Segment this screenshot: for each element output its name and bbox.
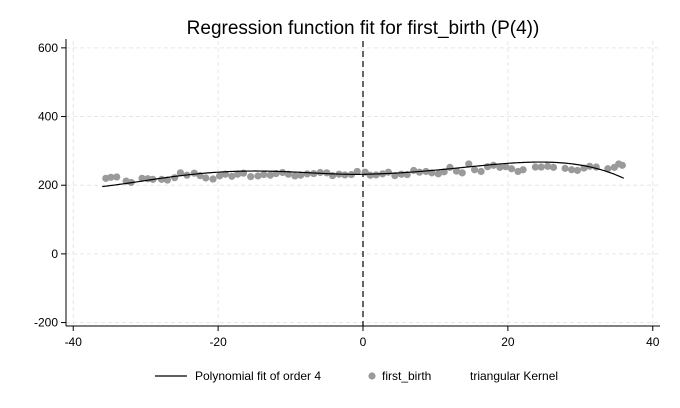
y-tick-label: 600 bbox=[38, 41, 58, 55]
scatter-point bbox=[353, 167, 361, 176]
x-tick-label: -40 bbox=[65, 335, 83, 349]
scatter-point bbox=[278, 168, 287, 177]
scatter-point bbox=[107, 173, 115, 181]
legend-marker-swatch bbox=[368, 372, 376, 380]
scatter-point bbox=[544, 162, 552, 170]
scatter-point bbox=[452, 167, 461, 175]
y-tick-label: 200 bbox=[38, 178, 58, 192]
scatter-point bbox=[434, 170, 442, 178]
scatter-point bbox=[496, 163, 504, 171]
scatter-point bbox=[502, 163, 510, 171]
y-tick-label: -200 bbox=[34, 316, 58, 330]
scatter-point bbox=[470, 166, 479, 174]
scatter-point bbox=[171, 174, 179, 182]
scatter-point bbox=[573, 166, 582, 175]
x-tick-label: -20 bbox=[209, 335, 227, 349]
scatter-point bbox=[458, 169, 466, 177]
scatter-point bbox=[291, 172, 299, 180]
scatter-point bbox=[366, 171, 374, 179]
scatter-point bbox=[215, 172, 224, 180]
y-tick-label: 0 bbox=[51, 247, 58, 261]
scatter-point bbox=[254, 172, 262, 180]
scatter-point bbox=[507, 165, 516, 173]
fit-curve-segment bbox=[102, 170, 364, 188]
scatter-point bbox=[163, 176, 172, 184]
scatter-point bbox=[604, 165, 612, 173]
scatter-point bbox=[372, 171, 380, 179]
scatter-point bbox=[549, 163, 558, 171]
scatter-point bbox=[113, 173, 121, 181]
x-tick-label: 20 bbox=[501, 335, 515, 349]
scatter-point bbox=[618, 161, 626, 169]
scatter-point bbox=[297, 171, 305, 179]
scatter-point bbox=[415, 168, 424, 176]
polynomial-fit bbox=[102, 161, 625, 188]
scatter-point bbox=[561, 164, 569, 172]
legend-label-polynomial-fit: Polynomial fit of order 4 bbox=[195, 369, 321, 383]
scatter-point bbox=[202, 174, 210, 182]
scatter-point bbox=[190, 169, 198, 177]
scatter-point bbox=[316, 168, 324, 177]
scatter-point bbox=[531, 163, 540, 171]
scatter-point bbox=[489, 161, 497, 169]
scatter-point bbox=[384, 168, 392, 176]
scatter-point bbox=[138, 174, 146, 182]
scatter-point bbox=[537, 163, 545, 171]
scatter-point bbox=[260, 170, 268, 179]
legend-label-kernel: triangular Kernel bbox=[470, 369, 558, 383]
scatter-point bbox=[519, 166, 527, 174]
scatter-point bbox=[176, 169, 185, 177]
scatter-point bbox=[568, 166, 576, 174]
scatter-point bbox=[341, 171, 349, 179]
scatter-point bbox=[247, 173, 255, 181]
legend: Polynomial fit of order 4 first_birth tr… bbox=[155, 369, 558, 383]
scatter-point bbox=[228, 172, 236, 180]
scatter-point bbox=[323, 169, 331, 177]
legend-label-first-birth: first_birth bbox=[382, 369, 431, 383]
scatter-point bbox=[328, 172, 337, 180]
x-tick-label: 0 bbox=[360, 335, 367, 349]
scatter-point bbox=[303, 170, 311, 178]
scatter-point bbox=[209, 175, 217, 183]
fit-curve-segment bbox=[362, 161, 625, 179]
x-tick-label: 40 bbox=[646, 335, 660, 349]
chart-title: Regression function fit for first_birth … bbox=[187, 18, 540, 39]
scatter-point bbox=[266, 171, 274, 179]
scatter-point bbox=[234, 170, 242, 178]
scatter-point bbox=[446, 163, 454, 171]
scatter-point bbox=[477, 167, 485, 176]
y-tick-label: 400 bbox=[38, 110, 58, 124]
scatter-point bbox=[465, 160, 473, 168]
